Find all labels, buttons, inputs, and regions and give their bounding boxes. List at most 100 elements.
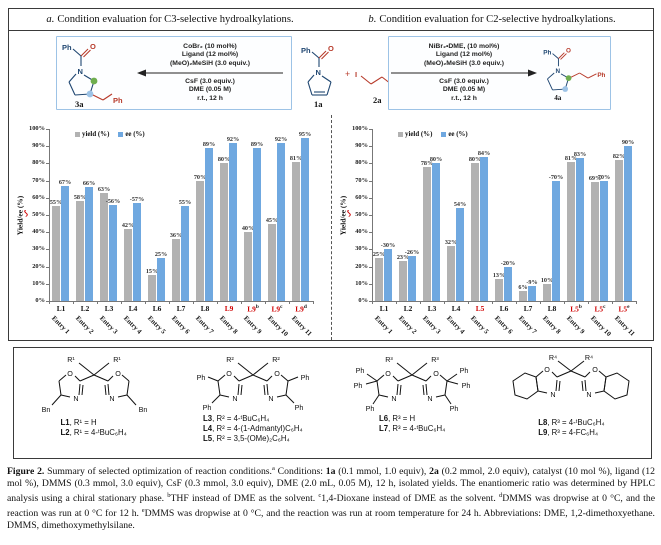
bar-value-label: 95%: [298, 130, 312, 138]
bar-value-label: 69%: [588, 174, 602, 182]
x-category-label: L3: [427, 304, 437, 313]
substituent-label: Bn: [41, 405, 50, 414]
bar-ee: [229, 143, 237, 301]
bar-ee: [552, 181, 560, 301]
ligand-structures-box: R¹ R¹ O N Bn O N Bn L1, R¹ = H L2, R¹ = 4…: [13, 347, 652, 459]
cond-line: Ligand (12 mol%): [435, 51, 493, 59]
substituent-label: Ph: [356, 366, 365, 375]
o-atom: O: [385, 369, 391, 378]
ligand-label-line: L7, R³ = 4-ᵗBuC₆H₄: [378, 424, 446, 433]
bar-value-label: 55%: [178, 198, 192, 206]
r-group-label: R³: [431, 355, 439, 364]
bar-ee: [277, 143, 285, 301]
x-category-label: L7: [523, 304, 533, 313]
substituent-label: Ph: [462, 381, 471, 390]
bar-value-label: 92%: [226, 135, 240, 143]
entry-label: Entry 8: [541, 315, 562, 336]
conditions-c2: NiBr₂•DME, (10 mol%) Ligand (12 mol%) (M…: [389, 43, 539, 103]
chart-legend: yield (%) ee (%): [398, 131, 468, 138]
ligand-cell-2: R² R² O N Ph Ph O N Ph Ph L3, R² = 4-ᵗBu…: [173, 348, 332, 458]
bar-value-label: 70%: [597, 173, 611, 181]
bar-yield: [447, 246, 455, 301]
bar-value-label: -70%: [548, 173, 564, 181]
carbonyl-o: O: [566, 48, 571, 55]
bar-value-label: 80%: [217, 155, 231, 163]
bar-value-label: 32%: [444, 238, 458, 246]
bar-ee: [85, 187, 93, 301]
ligand-label-line: L4, R² = 4-(1-Admantyl)C₆H₄: [203, 424, 303, 433]
bar-yield: [543, 284, 551, 301]
x-category-label: L5c: [594, 304, 606, 314]
x-category-label: L3: [104, 304, 114, 313]
ring-n: N: [316, 68, 321, 77]
y-tick-label: 60%: [32, 193, 45, 201]
bar-value-label: 40%: [241, 224, 255, 232]
left-arrow-icon: [137, 69, 283, 77]
bar-yield: [615, 160, 623, 301]
x-category-label: L1: [56, 304, 66, 313]
chart-panel-a: Yield/ee (%) 0% 10% 20% 30% 40% 50% 60% 70% 80% 90…: [9, 115, 331, 340]
y-tick-label: 80%: [32, 159, 45, 167]
n-atom: N: [392, 394, 397, 403]
entry-label: Entry 6: [493, 315, 514, 336]
c2-green-dot: [565, 75, 572, 81]
x-category-label: L5b: [570, 304, 582, 314]
bar-yield: [591, 182, 599, 301]
bar-ee: [133, 203, 141, 301]
entry-label: Entry 2: [74, 315, 95, 336]
ligand-cell-1: R¹ R¹ O N Bn O N Bn L1, R¹ = H L2, R¹ = 4…: [14, 348, 173, 458]
entry-label: Entry 5: [146, 315, 167, 336]
cond-line: DME (0.05 M): [442, 86, 486, 94]
y-tick-label: 100%: [29, 125, 45, 132]
bar-value-label: 66%: [82, 179, 96, 187]
panel-b-header: b. Condition evaluation for C2-selective …: [331, 14, 653, 25]
y-tick-label: 0%: [358, 297, 368, 304]
bar-value-label: 92%: [274, 135, 288, 143]
bar-value-label: 67%: [58, 178, 72, 186]
o-atom: O: [226, 369, 232, 378]
substituent-label: Ph: [354, 381, 363, 390]
bar-value-label: -20%: [500, 259, 516, 267]
x-category-label: L5e: [618, 304, 630, 314]
entry-label: Entry 9: [242, 315, 263, 336]
bar-ee: [61, 186, 69, 301]
right-arrow-icon: [391, 69, 537, 77]
x-category-label: L9d: [295, 304, 307, 314]
bar-value-label: 81%: [289, 154, 303, 162]
n-atom: N: [232, 394, 237, 403]
cond-line: CsF (3.0 equiv.): [439, 78, 489, 85]
bar-value-label: 36%: [169, 231, 183, 239]
carbonyl-o: O: [90, 42, 96, 51]
product-4a-label: 4a: [554, 94, 562, 102]
o-atom: O: [545, 365, 551, 374]
carbonyl-o: O: [328, 44, 334, 53]
ligand-label-line: L5, R² = 3,5-(OMe)₂C₆H₄: [203, 434, 290, 443]
legend-swatch-ee: [441, 131, 447, 137]
entry-label: Entry 3: [98, 315, 119, 336]
ligand-labels-L1-L2: L1, R¹ = H L2, R¹ = 4-ᵗBuC₆H₄: [60, 418, 126, 438]
entry-label: Entry 2: [397, 315, 418, 336]
legend-swatch-ee: [118, 131, 124, 137]
bar-value-label: 58%: [73, 193, 87, 201]
o-atom: O: [274, 369, 280, 378]
n-atom: N: [551, 390, 556, 399]
bar-value-label: 78%: [420, 159, 434, 167]
bar-value-label: 80%: [429, 155, 443, 163]
ring-n: N: [78, 67, 83, 76]
y-tick-label: 30%: [355, 245, 368, 253]
n-atom: N: [428, 394, 433, 403]
cond-line: (MeO)₂MeSiH (3.0 equiv.): [424, 59, 504, 67]
x-category-label: L8: [200, 304, 210, 313]
o-atom: O: [115, 369, 121, 378]
bar-yield: [100, 193, 108, 301]
ligand-cell-4: R⁴ R⁴ O N O N L8, R³ = 4-ᵗBuC₆H₄ L9, R³ =…: [492, 348, 651, 458]
bar-value-label: -57%: [129, 195, 145, 203]
bar-ee: [456, 208, 464, 301]
cond-line: NiBr₂•DME, (10 mol%): [428, 42, 500, 50]
c3-blue-dot: [562, 86, 569, 92]
cond-line: Ligand (12 mol%): [181, 51, 239, 59]
bar-value-label: 55%: [49, 198, 63, 206]
entry-label: Entry 8: [218, 315, 239, 336]
entry-label: Entry 10: [589, 315, 613, 338]
bar-yield: [172, 239, 180, 301]
